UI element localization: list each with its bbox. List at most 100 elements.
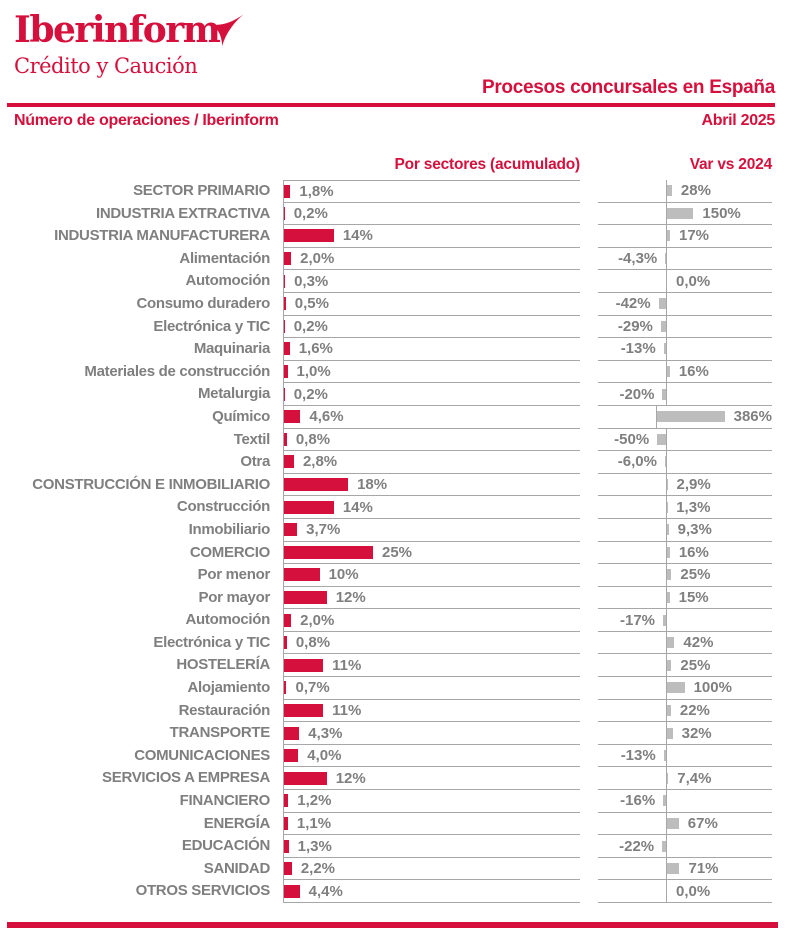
var-bar-cell: 16% [598,360,772,384]
sector-value-label: 0,5% [294,295,329,313]
var-value-label: -13% [620,340,656,358]
category-label: SERVICIOS A EMPRESA [102,769,270,787]
sector-value-label: 0,2% [293,204,328,222]
var-negative-zone [598,473,667,496]
var-negative-zone [598,586,667,609]
sector-value-label: 25% [382,543,413,561]
sector-bar [284,297,286,311]
sector-bar-cell: 0,2% [283,315,580,339]
chart-row: Químico 4,6% 386% [0,405,772,429]
var-bar [667,546,670,558]
category-label: Construcción [176,498,270,516]
var-bar-cell: 0,0% [598,270,772,293]
var-negative-zone [598,767,667,790]
var-bar [667,230,670,242]
category-label: CONSTRUCCIÓN E INMOBILIARIO [32,475,270,493]
var-bar [658,298,666,310]
column-gap [580,293,598,316]
var-negative-zone: -16% [598,790,667,812]
report-title: Procesos concursales en España [481,77,775,98]
chart-row: Alojamiento 0,7% 100% [0,677,772,700]
sector-bar [284,184,291,198]
var-bar [663,795,666,807]
header-rule [7,103,775,107]
var-value-label: 0,0% [676,882,711,900]
sector-bar-cell: 25% [283,541,580,565]
var-bar [663,343,666,355]
var-bar [667,207,694,219]
var-positive-zone [667,790,772,812]
category-label: Alojamiento [187,679,270,697]
column-gap [580,316,598,339]
chart-row: Otra 2,8% -6,0% [0,451,772,474]
var-bar-cell: 386% [598,405,772,429]
category-label: ENERGÍA [203,814,271,832]
var-bar-cell: -20% [598,383,772,406]
sector-bar [284,523,298,537]
var-bar [667,479,668,491]
var-bar [667,659,672,671]
column-gap [580,270,598,293]
var-value-label: -13% [620,747,656,765]
sector-bar [284,478,349,492]
var-negative-zone [598,405,657,428]
var-negative-zone: -50% [598,428,667,451]
sector-bar [284,365,288,379]
category-label: Metalurgia [197,385,270,403]
chart-row: INDUSTRIA MANUFACTURERA 14% 17% [0,225,772,248]
column-gap [580,609,598,632]
var-value-label: 67% [687,814,718,832]
var-positive-zone: 9,3% [667,519,772,541]
var-bar [663,750,666,762]
iberinform-swoosh-icon [210,14,244,46]
var-bar-cell: 2,9% [598,473,772,497]
var-bar [667,569,672,581]
var-value-label: -50% [614,430,650,448]
sector-value-label: 4,3% [308,724,343,742]
var-value-label: 2,9% [676,476,711,494]
sector-value-label: 3,7% [306,521,341,539]
sector-bar-cell: 2,0% [283,609,580,632]
var-bar [664,456,666,468]
var-bar [667,863,680,875]
var-bar [667,366,670,378]
var-bar [667,682,685,694]
var-positive-zone: 0,0% [667,880,772,902]
var-negative-zone [598,496,667,518]
sector-bar-cell: 1,1% [283,812,580,836]
sector-bar [284,703,324,717]
sector-value-label: 1,0% [296,363,331,381]
sector-bar-cell: 11% [283,699,580,723]
column-gap [580,767,598,790]
column-gap [580,835,598,858]
column-gap [580,700,598,723]
column-header-sectores: Por sectores (acumulado) [394,156,580,173]
var-negative-zone [598,360,667,383]
var-value-label: 16% [678,363,709,381]
chart-row: Por menor 10% 25% [0,564,772,587]
chart-row: Electrónica y TIC 0,8% 42% [0,631,772,655]
var-negative-zone: -17% [598,609,667,631]
var-bar [662,840,666,852]
sector-value-label: 1,1% [296,814,332,832]
column-gap [580,564,598,587]
sector-value-label: 12% [335,588,366,606]
sector-bar [284,636,287,650]
var-positive-zone: 71% [667,858,772,880]
sector-bar-cell: 0,7% [283,677,580,700]
var-value-label: -6,0% [617,453,657,471]
var-negative-zone: -6,0% [598,451,667,473]
sector-bar [284,252,292,266]
var-value-label: 17% [678,227,710,245]
sector-value-label: 12% [335,769,366,787]
sector-bar [284,432,287,446]
var-bar [667,637,675,649]
var-positive-zone: 25% [667,564,772,586]
column-gap [580,587,598,610]
var-bar [663,614,666,626]
var-value-label: 7,4% [677,769,712,787]
sector-bar-cell: 1,6% [283,338,580,361]
sector-bar [284,387,285,401]
sector-value-label: 14% [342,498,373,516]
sector-value-label: 1,6% [298,340,333,358]
